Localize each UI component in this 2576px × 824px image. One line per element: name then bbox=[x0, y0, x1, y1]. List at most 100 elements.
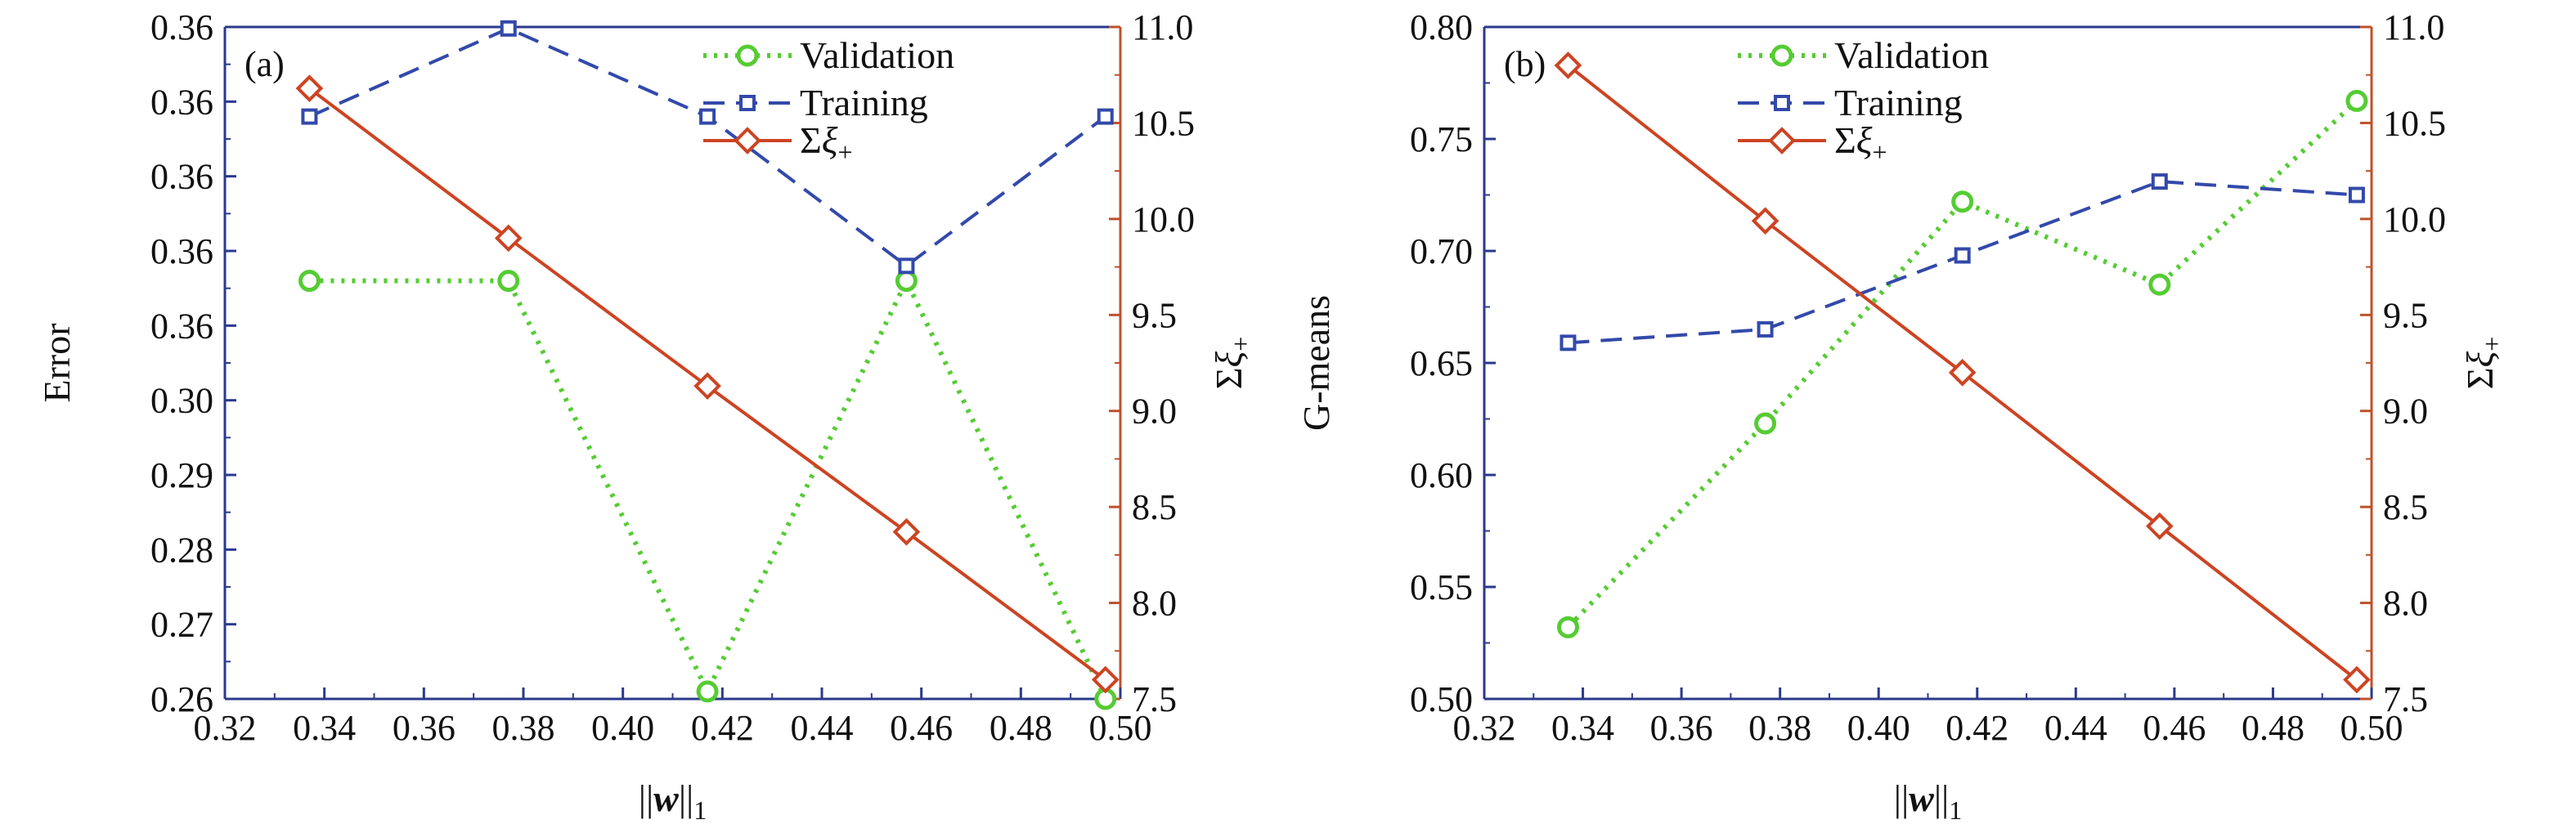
x-tick-label: 0.48 bbox=[2242, 708, 2304, 748]
y-tick-label: 0.70 bbox=[1410, 231, 1473, 271]
x-tick-label: 0.34 bbox=[293, 708, 356, 748]
data-point-circle bbox=[497, 270, 520, 293]
x-axis-label-var: w bbox=[653, 777, 679, 819]
x-axis-label-norm-open: || bbox=[1894, 777, 1909, 819]
data-point-square bbox=[500, 20, 517, 37]
y-tick-label: 0.30 bbox=[150, 381, 213, 421]
legend-label-xi: ξ bbox=[822, 119, 838, 161]
y-right-tick-label: 10.0 bbox=[1132, 199, 1195, 240]
series-line-square bbox=[308, 26, 1106, 268]
data-point-diamond bbox=[295, 74, 324, 102]
y-right-tick-label: 10.5 bbox=[1132, 103, 1195, 143]
y-tick-label: 0.36 bbox=[150, 306, 213, 346]
y-right-tick-label: 8.5 bbox=[1132, 487, 1177, 527]
y-right-axis-label: Σξ+ bbox=[2459, 337, 2506, 390]
y-tick-label: 0.36 bbox=[150, 157, 213, 197]
data-point-diamond bbox=[2145, 512, 2174, 540]
legend-marker-square bbox=[1774, 95, 1790, 111]
y-tick-label: 0.27 bbox=[150, 605, 213, 645]
y-tick-label: 0.29 bbox=[150, 455, 213, 495]
y-right-tick-label: 9.5 bbox=[1132, 295, 1177, 335]
data-point-circle bbox=[1556, 616, 1579, 638]
data-point-circle bbox=[1951, 190, 1974, 213]
chart-panel-a: 0.32 0.34 0.36 0.38 0.40 0.42 0.44 0.46 0.48 0.50… bbox=[36, 7, 1255, 824]
y-right-tick-label: 11.0 bbox=[2383, 7, 2444, 47]
y-tick-label: 0.36 bbox=[150, 7, 213, 47]
x-axis-label-norm-close: || bbox=[1934, 777, 1949, 819]
data-point-square bbox=[1097, 108, 1114, 125]
x-tick-label: 0.50 bbox=[2340, 708, 2403, 748]
legend-marker-diamond bbox=[1768, 127, 1796, 154]
legend-label-sub: + bbox=[1872, 137, 1887, 167]
x-axis-label-var: w bbox=[1909, 777, 1934, 819]
data-point-diamond bbox=[693, 372, 721, 401]
y-tick-label: 0.36 bbox=[150, 82, 213, 122]
y-right-axis-label-sigma: Σ bbox=[1208, 367, 1250, 389]
data-point-square bbox=[1954, 247, 1971, 264]
data-point-diamond bbox=[1948, 358, 1977, 387]
x-tick-label: 0.32 bbox=[194, 708, 257, 748]
data-point-square bbox=[301, 108, 318, 125]
x-tick-label: 0.46 bbox=[890, 708, 953, 748]
x-tick-label: 0.36 bbox=[393, 708, 456, 748]
y-right-tick-label: 8.0 bbox=[1132, 584, 1177, 624]
y-right-axis-label-sub: + bbox=[2477, 337, 2506, 352]
x-tick-label: 0.48 bbox=[990, 708, 1052, 748]
y-tick-label: 0.28 bbox=[150, 530, 213, 570]
legend-label: Training bbox=[1834, 82, 1963, 123]
y-tick-label: 0.75 bbox=[1410, 119, 1473, 159]
x-tick-label: 0.36 bbox=[1650, 708, 1713, 748]
legend-marker-circle bbox=[736, 44, 759, 67]
legend-marker-circle bbox=[1770, 44, 1793, 67]
legend-label: Validation bbox=[1834, 34, 1989, 76]
x-tick-label: 0.46 bbox=[2143, 708, 2206, 748]
legend-label-sigma: Σ bbox=[800, 119, 822, 161]
x-tick-label: 0.44 bbox=[2044, 708, 2107, 748]
x-tick-label: 0.42 bbox=[1945, 708, 2008, 748]
legend-label-sigma: Σ bbox=[1834, 119, 1856, 161]
legend-label: Validation bbox=[800, 34, 954, 76]
data-point-circle bbox=[696, 680, 719, 703]
data-point-diamond bbox=[1751, 207, 1779, 235]
data-point-square bbox=[1757, 320, 1774, 338]
legend-marker-square bbox=[739, 95, 756, 111]
data-point-circle bbox=[1754, 412, 1777, 435]
x-tick-label: 0.40 bbox=[591, 708, 654, 748]
legend-label-xi: ξ bbox=[1856, 119, 1873, 161]
x-axis-label-norm-open: || bbox=[639, 777, 653, 819]
data-point-circle bbox=[895, 270, 918, 293]
y-right-tick-label: 7.5 bbox=[2383, 679, 2428, 719]
data-point-circle bbox=[2148, 273, 2171, 296]
y-right-axis-label-xi: ξ bbox=[2459, 351, 2501, 367]
series-line-circle bbox=[1566, 99, 2358, 629]
y-tick-label: 0.55 bbox=[1410, 567, 1473, 607]
legend-marker-diamond bbox=[734, 127, 761, 154]
x-tick-label: 0.34 bbox=[1551, 708, 1614, 748]
x-axis-label-sub: 1 bbox=[1949, 795, 1962, 824]
y-right-tick-label: 9.0 bbox=[1132, 392, 1177, 432]
y-axis-label: Error bbox=[36, 323, 78, 402]
legend-label: Σξ+ bbox=[1834, 119, 1887, 167]
data-point-square bbox=[2151, 173, 2168, 190]
legend-label: Σξ+ bbox=[800, 119, 853, 167]
x-tick-label: 0.38 bbox=[492, 708, 555, 748]
y-right-tick-label: 7.5 bbox=[1132, 679, 1177, 719]
y-right-tick-label: 8.5 bbox=[2383, 487, 2428, 527]
y-tick-label: 0.50 bbox=[1410, 679, 1473, 719]
legend-label-sub: + bbox=[837, 137, 852, 167]
y-right-tick-label: 10.0 bbox=[2383, 199, 2446, 240]
x-axis-label: ||w||1 bbox=[639, 777, 707, 824]
data-point-diamond bbox=[1554, 52, 1582, 79]
panel-label: (a) bbox=[245, 44, 285, 84]
x-tick-label: 0.42 bbox=[691, 708, 754, 748]
x-tick-label: 0.38 bbox=[1748, 708, 1811, 748]
data-point-circle bbox=[2345, 89, 2368, 112]
y-tick-label: 0.65 bbox=[1410, 343, 1473, 383]
data-point-diamond bbox=[892, 517, 921, 546]
x-axis-label-norm-close: || bbox=[679, 777, 693, 819]
y-axis-label: G-means bbox=[1295, 295, 1337, 431]
x-tick-label: 0.32 bbox=[1453, 708, 1516, 748]
x-axis-label: ||w||1 bbox=[1894, 777, 1963, 824]
x-tick-label: 0.40 bbox=[1847, 708, 1910, 748]
y-tick-label: 0.36 bbox=[150, 231, 213, 271]
